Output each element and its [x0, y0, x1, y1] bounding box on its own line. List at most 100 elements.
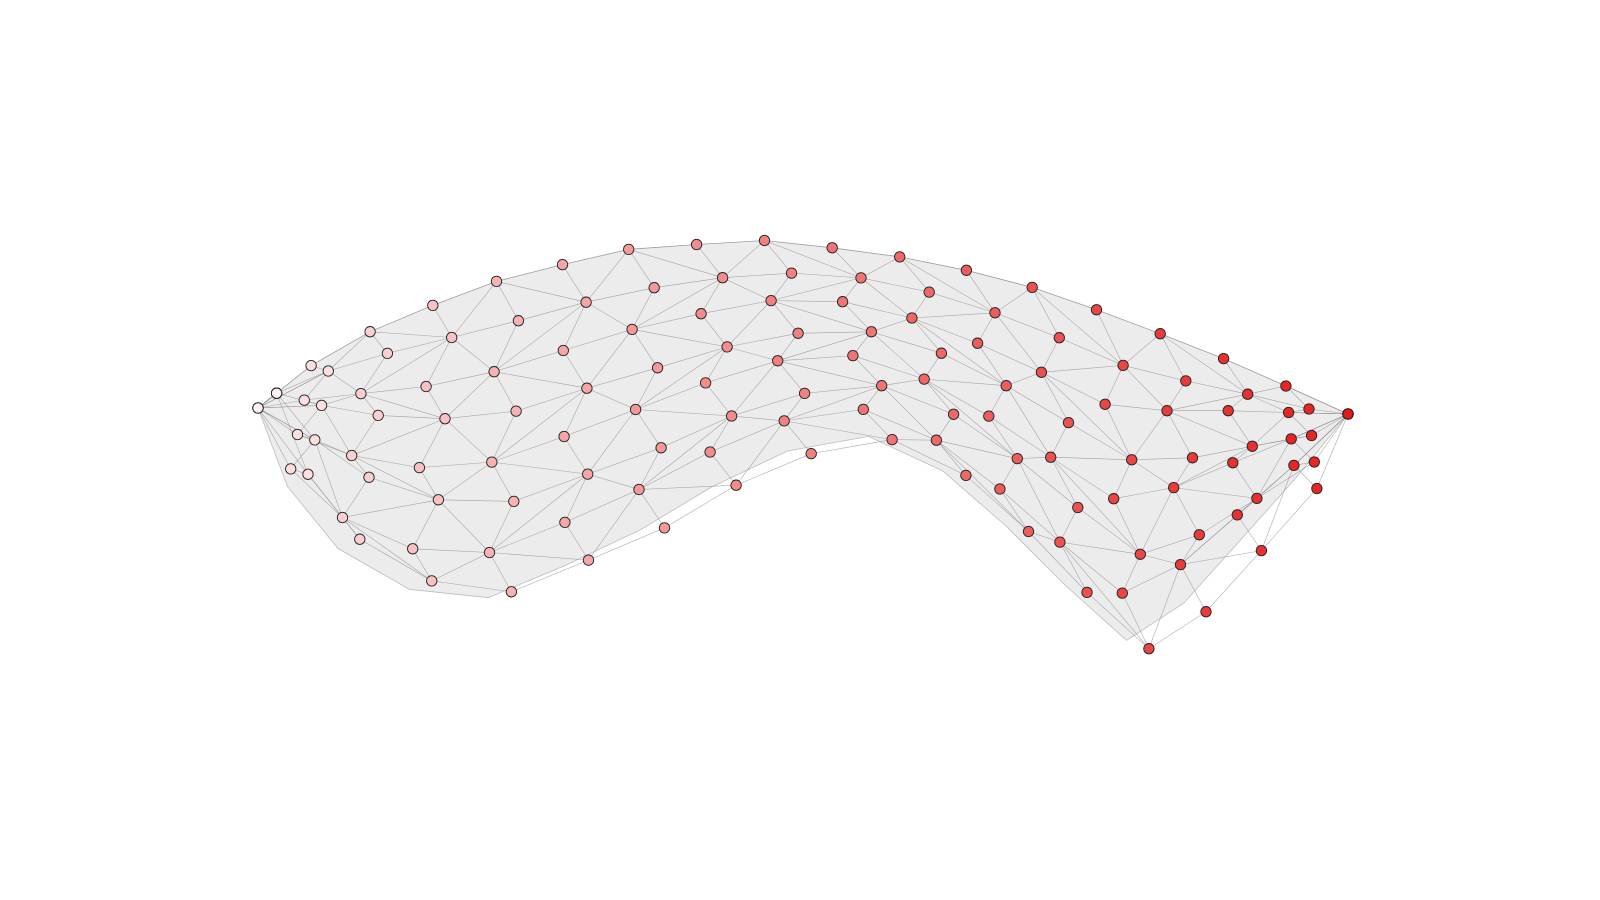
- mesh-edge: [276, 370, 329, 394]
- mesh-vertex: [322, 365, 334, 377]
- mesh-edge: [899, 256, 967, 271]
- mesh-edge: [351, 455, 439, 501]
- mesh-vertex: [1217, 352, 1230, 365]
- mesh-edge: [370, 331, 452, 338]
- mesh-edge: [588, 489, 640, 561]
- mesh-edge: [360, 337, 452, 394]
- mesh-vertex: [302, 468, 314, 480]
- mesh-edge: [1131, 457, 1193, 461]
- mesh-edge: [923, 378, 954, 415]
- mesh-edge: [586, 387, 636, 410]
- mesh-edge: [1131, 410, 1168, 460]
- mesh-edge: [351, 415, 379, 456]
- mesh-vertex: [1053, 332, 1065, 344]
- mesh-vertex: [633, 483, 645, 496]
- mesh-vertex: [765, 294, 777, 307]
- mesh-vertex: [629, 403, 642, 416]
- mesh-edge: [1131, 459, 1174, 488]
- mesh-edge: [360, 386, 427, 394]
- mesh-edge: [1050, 457, 1079, 508]
- mesh-edge: [1261, 488, 1318, 551]
- mesh-vertex: [581, 382, 593, 394]
- mesh-vertex: [1255, 544, 1268, 557]
- mesh-vertex: [994, 483, 1006, 495]
- mesh-vertex: [1134, 548, 1146, 560]
- mesh-edge: [342, 499, 439, 518]
- mesh-edge: [771, 277, 862, 301]
- mesh-edge: [1059, 541, 1123, 594]
- mesh-vertex: [582, 554, 595, 566]
- mesh-vertex: [557, 344, 569, 357]
- mesh-edge: [307, 474, 361, 540]
- mesh-edge: [564, 522, 589, 561]
- mesh-edge: [493, 301, 587, 372]
- mesh-edge: [654, 277, 723, 288]
- mesh-edge: [1096, 309, 1124, 366]
- mesh-edge: [842, 301, 872, 332]
- mesh-edge: [1160, 333, 1224, 359]
- mesh-edge: [1005, 385, 1051, 458]
- mesh-edge: [1050, 456, 1114, 499]
- mesh-vertex: [1227, 457, 1239, 469]
- mesh-edge: [1017, 458, 1078, 508]
- mesh-edge: [1247, 385, 1286, 395]
- mesh-edge: [314, 439, 370, 478]
- mesh-vertex: [989, 307, 1001, 319]
- mesh-edge: [1308, 408, 1349, 415]
- mesh-vertex: [826, 242, 838, 254]
- mesh-edge: [563, 302, 587, 351]
- mesh-edge: [1006, 385, 1069, 423]
- mesh-vertex: [836, 296, 849, 308]
- mesh-edge: [1050, 457, 1141, 555]
- mesh-edge: [1140, 534, 1200, 555]
- mesh-edge: [700, 313, 728, 348]
- mesh-edge: [966, 270, 1033, 288]
- mesh-edge: [1252, 438, 1292, 447]
- mesh-vertex: [413, 461, 426, 474]
- mesh-edge: [1247, 393, 1310, 410]
- mesh-edge: [1122, 564, 1181, 594]
- mesh-edge: [628, 244, 697, 250]
- mesh-edge: [1140, 487, 1174, 555]
- mesh-vertex: [1000, 380, 1012, 392]
- mesh-vertex: [690, 238, 703, 251]
- mesh-vertex: [1342, 408, 1354, 420]
- mesh-edge: [852, 355, 882, 386]
- mesh-edge: [871, 317, 912, 333]
- mesh-vertex: [658, 522, 671, 534]
- mesh-edge: [1173, 446, 1253, 488]
- mesh-edge: [936, 439, 1001, 490]
- mesh-vertex: [1035, 366, 1048, 378]
- mesh-edge: [764, 240, 792, 274]
- mesh-edge: [700, 277, 723, 314]
- mesh-edge: [911, 317, 942, 354]
- mesh-edge: [994, 312, 1042, 373]
- mesh-edge: [863, 409, 893, 440]
- mesh-edge: [321, 405, 352, 456]
- mesh-edge: [1122, 365, 1168, 411]
- mesh-edge: [489, 473, 588, 553]
- mesh-edge: [297, 405, 322, 435]
- mesh-edge: [513, 473, 588, 502]
- mesh-vertex: [1231, 509, 1243, 521]
- mesh-vertex: [1117, 359, 1129, 372]
- mesh-edge: [891, 439, 967, 476]
- mesh-vertex: [876, 380, 888, 392]
- mesh-edge: [709, 415, 732, 453]
- mesh-vertex: [935, 347, 948, 359]
- mesh-edge: [705, 346, 728, 384]
- mesh-edge: [1256, 438, 1292, 499]
- mesh-edge: [1199, 498, 1258, 536]
- mesh-edge: [1041, 337, 1060, 373]
- mesh-edge: [966, 270, 996, 313]
- mesh-edge: [727, 333, 799, 348]
- mesh-vertex: [488, 366, 500, 378]
- mesh-edge: [924, 378, 1018, 459]
- mesh-edge: [368, 477, 439, 501]
- mesh-edge: [432, 305, 452, 338]
- mesh-edge: [432, 281, 497, 306]
- mesh-edge: [722, 277, 772, 301]
- mesh-vertex: [270, 387, 283, 399]
